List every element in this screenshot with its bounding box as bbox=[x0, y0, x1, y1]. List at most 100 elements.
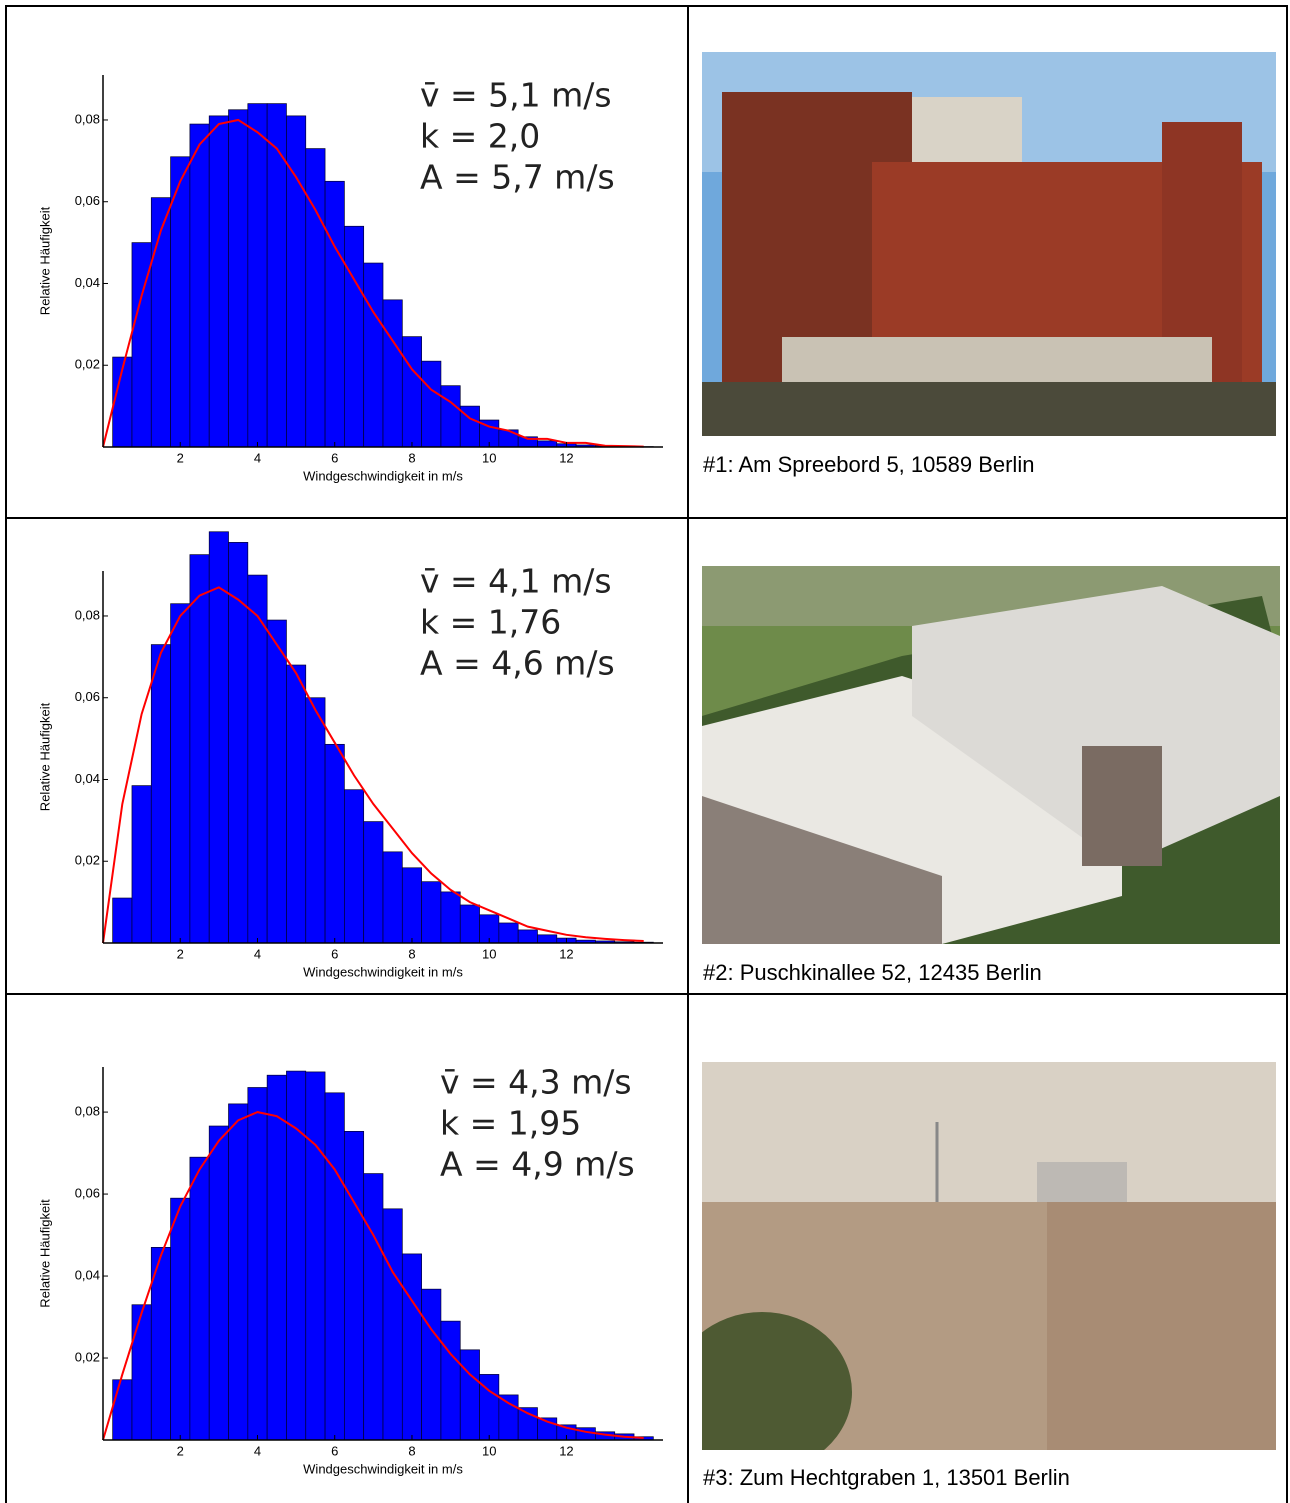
y-tick-label: 0,02 bbox=[75, 357, 100, 372]
bar bbox=[324, 743, 345, 944]
annotation: k = 1,76 bbox=[420, 603, 561, 642]
x-axis-label: Windgeschwindigkeit in m/s bbox=[303, 468, 463, 483]
y-axis-label: Relative Häufigkeit bbox=[37, 206, 52, 315]
bar bbox=[537, 934, 558, 944]
bar bbox=[401, 1253, 422, 1441]
x-tick-label: 4 bbox=[254, 450, 261, 465]
bar bbox=[421, 1288, 442, 1441]
y-tick-label: 0,06 bbox=[75, 1186, 100, 1201]
bar bbox=[401, 336, 422, 448]
bar bbox=[266, 103, 287, 448]
x-tick-label: 8 bbox=[408, 946, 415, 961]
annotation: A = 4,6 m/s bbox=[420, 644, 615, 683]
annotation: v̄ = 4,1 m/s bbox=[420, 562, 612, 601]
photo bbox=[702, 1062, 1276, 1450]
x-tick-label: 6 bbox=[331, 1443, 338, 1458]
bar bbox=[324, 1092, 345, 1441]
x-tick-label: 10 bbox=[482, 1443, 496, 1458]
x-tick-label: 12 bbox=[559, 946, 573, 961]
x-tick-label: 6 bbox=[331, 946, 338, 961]
bar bbox=[228, 542, 249, 944]
bar bbox=[286, 664, 307, 944]
bar bbox=[247, 574, 268, 944]
bar bbox=[189, 123, 210, 448]
y-axis-label: Relative Häufigkeit bbox=[37, 1199, 52, 1308]
bar bbox=[189, 1156, 210, 1441]
table-border bbox=[5, 5, 1288, 7]
annotation: k = 2,0 bbox=[420, 117, 540, 156]
bar bbox=[266, 1074, 287, 1441]
bar bbox=[537, 440, 558, 448]
bar bbox=[228, 109, 249, 448]
table-border bbox=[5, 517, 1288, 519]
x-tick-label: 2 bbox=[177, 946, 184, 961]
bar bbox=[305, 697, 326, 944]
bar bbox=[170, 603, 191, 944]
bar bbox=[247, 103, 268, 448]
bar bbox=[208, 115, 229, 448]
x-tick-label: 8 bbox=[408, 1443, 415, 1458]
bar bbox=[459, 1349, 480, 1441]
bar bbox=[305, 1071, 326, 1441]
annotation: A = 5,7 m/s bbox=[420, 158, 615, 197]
bar bbox=[363, 1173, 384, 1441]
bar bbox=[286, 1070, 307, 1441]
bar bbox=[440, 891, 461, 944]
bar bbox=[208, 1125, 229, 1441]
bar bbox=[517, 929, 538, 944]
bar bbox=[150, 197, 171, 448]
bar bbox=[324, 180, 345, 448]
fit-curve bbox=[102, 586, 644, 944]
chart: 0,02 0,04 0,06 0,08 2 4 6 8 10 12 Windgeschwindigk… bbox=[37, 531, 663, 979]
y-tick-label: 0,04 bbox=[75, 275, 100, 290]
bar bbox=[228, 1103, 249, 1441]
table-border bbox=[687, 5, 689, 1503]
bar bbox=[363, 262, 384, 448]
y-tick-label: 0,08 bbox=[75, 1104, 100, 1119]
annotation: k = 1,95 bbox=[440, 1104, 581, 1143]
x-tick-label: 4 bbox=[254, 1443, 261, 1458]
caption: #1: Am Spreebord 5, 10589 Berlin bbox=[703, 452, 1035, 477]
x-tick-label: 4 bbox=[254, 946, 261, 961]
bar bbox=[382, 851, 403, 944]
bar bbox=[440, 1320, 461, 1441]
x-tick-label: 6 bbox=[331, 450, 338, 465]
x-tick-label: 10 bbox=[482, 946, 496, 961]
bar bbox=[247, 1087, 268, 1441]
bar bbox=[112, 897, 133, 944]
bar bbox=[401, 867, 422, 944]
bar bbox=[305, 148, 326, 448]
bar bbox=[382, 299, 403, 448]
y-axis-label: Relative Häufigkeit bbox=[37, 702, 52, 811]
bar bbox=[266, 619, 287, 944]
table-border bbox=[5, 993, 1288, 995]
annotation: A = 4,9 m/s bbox=[440, 1145, 635, 1184]
bar bbox=[208, 531, 229, 944]
table-border bbox=[1286, 5, 1288, 1503]
x-tick-label: 10 bbox=[482, 450, 496, 465]
chart: 0,02 0,04 0,06 0,08 2 4 6 8 10 12 Windgeschwindigk… bbox=[37, 1063, 663, 1476]
photo bbox=[702, 52, 1276, 436]
bar bbox=[131, 1304, 152, 1441]
bar bbox=[170, 1197, 191, 1441]
annotation: v̄ = 5,1 m/s bbox=[420, 76, 612, 115]
bar bbox=[344, 225, 365, 448]
fit-curve bbox=[102, 118, 644, 448]
x-tick-label: 12 bbox=[559, 1443, 573, 1458]
y-tick-label: 0,02 bbox=[75, 1349, 100, 1364]
bar bbox=[189, 554, 210, 944]
x-axis-label: Windgeschwindigkeit in m/s bbox=[303, 1461, 463, 1476]
bar bbox=[382, 1208, 403, 1441]
caption: #2: Puschkinallee 52, 12435 Berlin bbox=[703, 960, 1042, 985]
bar bbox=[344, 789, 365, 944]
y-tick-label: 0,02 bbox=[75, 853, 100, 868]
bar bbox=[498, 922, 519, 944]
bar bbox=[440, 385, 461, 448]
photo bbox=[702, 566, 1280, 944]
y-tick-label: 0,06 bbox=[75, 193, 100, 208]
bar bbox=[498, 429, 519, 448]
x-tick-label: 2 bbox=[177, 1443, 184, 1458]
caption: #3: Zum Hechtgraben 1, 13501 Berlin bbox=[703, 1465, 1070, 1490]
bar bbox=[112, 1379, 133, 1441]
